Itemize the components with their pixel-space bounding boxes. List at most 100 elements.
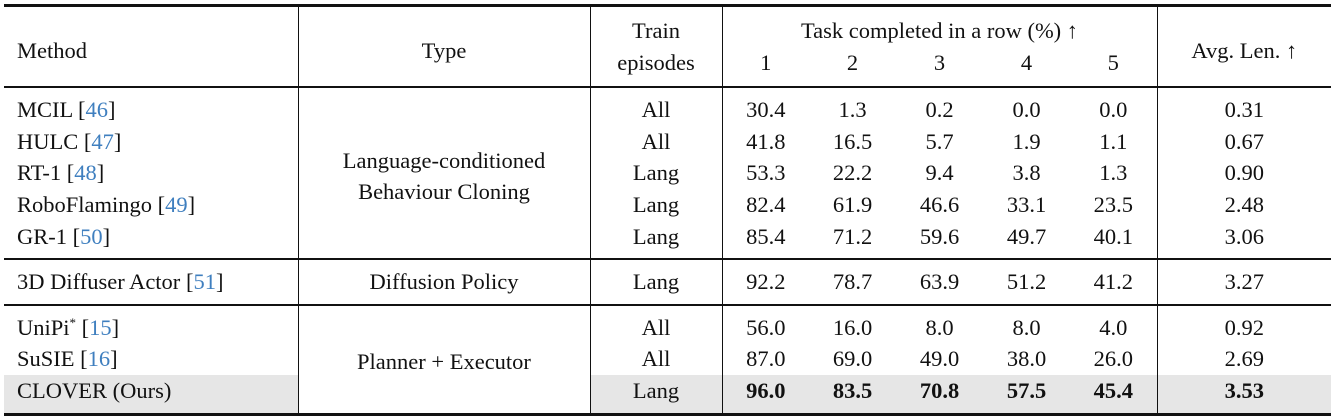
method-name: UniPi	[17, 314, 70, 340]
type-cell: Language-conditioned Behaviour Cloning	[298, 87, 591, 260]
task-4-cell: 8.0	[1012, 314, 1041, 340]
header-method: Method	[4, 5, 299, 88]
task-2-cell: 83.5	[809, 374, 896, 415]
task-3-cell: 0.2	[925, 97, 954, 123]
type-line1: Diffusion Policy	[369, 269, 519, 295]
task-2-cell: 1.3	[838, 97, 867, 123]
task-2-cell: 61.9	[832, 191, 873, 217]
table-row: CLOVER (Ours) Lang 96.0 83.5 70.8 57.5 45.4 3.5…	[4, 374, 1332, 415]
task-5-cell: 40.1	[1070, 220, 1158, 260]
table-row: SuSIE [16] All 87.0 69.0 49.0 38.0 26.0 2.69	[4, 343, 1331, 375]
method-name: RoboFlamingo	[17, 191, 153, 217]
method-name: 3D Diffuser Actor	[17, 269, 181, 295]
table-row: HULC [47] All 41.8 16.5 5.7 1.9 1.1 0.67	[4, 125, 1331, 158]
method-name: RT-1	[17, 160, 62, 186]
train-episodes-cell: All	[590, 125, 723, 158]
avg-len-cell: 2.48	[1224, 191, 1264, 217]
method-cell: GR-1 [50]	[4, 220, 299, 260]
results-table: Method Type Train Task completed in a ro…	[4, 4, 1332, 416]
avg-len-cell: 3.27	[1224, 269, 1264, 295]
method-cell: HULC [47]	[4, 125, 299, 158]
train-episodes-cell: Lang	[590, 157, 723, 189]
avg-len-cell: 2.69	[1224, 346, 1264, 372]
task-4-cell: 51.2	[1006, 269, 1047, 295]
task-1-cell: 82.4	[746, 191, 786, 217]
method-cell: RT-1 [48]	[4, 157, 299, 189]
task-2-cell: 16.0	[832, 314, 873, 340]
citation-link[interactable]: 16	[87, 346, 111, 372]
citation-link[interactable]: 51	[193, 269, 216, 295]
type-cell: Diffusion Policy	[298, 259, 591, 305]
task-3-cell: 5.7	[925, 128, 954, 154]
method-name: SuSIE	[17, 346, 75, 372]
citation-link[interactable]: 47	[91, 128, 114, 154]
table-row: GR-1 [50] Lang 85.4 71.2 59.6 49.7 40.1 3.06	[4, 220, 1331, 260]
task-1-cell: 30.4	[746, 97, 786, 123]
table-row: 3D Diffuser Actor [51] Diffusion Policy La…	[4, 259, 1332, 305]
method-cell: RoboFlamingo [49]	[4, 188, 299, 221]
table-row: MCIL [46] Language-conditioned Behaviour C…	[4, 87, 1332, 260]
header-task-5: 5	[1070, 46, 1158, 88]
train-episodes-cell: All	[590, 343, 723, 375]
type-line2: Behaviour Cloning	[358, 179, 530, 205]
task-5-cell: 0.0	[1070, 87, 1158, 126]
task-4-cell: 38.0	[1006, 346, 1047, 372]
task-4-cell: 1.9	[1012, 128, 1041, 154]
avg-len-cell: 0.92	[1224, 314, 1264, 340]
task-5-cell: 1.3	[1070, 157, 1158, 189]
avg-len-cell: 0.31	[1224, 97, 1264, 123]
task-3-cell: 8.0	[925, 314, 954, 340]
header-task-4: 4	[1020, 49, 1033, 75]
method-name: HULC	[17, 128, 79, 154]
task-3-cell: 70.8	[896, 374, 983, 415]
task-5-cell: 4.0	[1070, 304, 1158, 344]
task-1-cell: 56.0	[746, 314, 786, 340]
task-3-cell: 59.6	[919, 223, 960, 249]
header-task-3: 3	[933, 49, 946, 75]
table-row: RoboFlamingo [49] Lang 82.4 61.9 46.6 33.1 23.…	[4, 188, 1331, 221]
method-cell: MCIL [46]	[4, 87, 299, 126]
task-4-cell: 33.1	[1006, 191, 1047, 217]
table-body: MCIL [46] Language-conditioned Behaviour C…	[4, 87, 1332, 415]
task-1-cell: 53.3	[746, 160, 786, 186]
citation-link[interactable]: 46	[85, 97, 109, 123]
table-header: Method Type Train Task completed in a ro…	[4, 5, 1332, 88]
task-4-cell: 3.8	[1012, 160, 1041, 186]
task-2-cell: 16.5	[832, 128, 873, 154]
header-train-line1: Train	[590, 5, 723, 47]
task-5-cell: 1.1	[1070, 125, 1158, 158]
task-3-cell: 63.9	[919, 269, 960, 295]
task-5-cell: 41.2	[1070, 259, 1158, 305]
method-cell: SuSIE [16]	[4, 343, 299, 375]
task-1-cell: 87.0	[746, 346, 786, 372]
task-2-cell: 71.2	[832, 223, 873, 249]
method-name: GR-1	[17, 223, 67, 249]
train-episodes-cell: Lang	[590, 259, 723, 305]
table-row: UniPi* [15] Planner + Executor All 56.0 16.0…	[4, 304, 1332, 415]
task-4-cell: 0.0	[1012, 97, 1041, 123]
header-task-1: 1	[760, 49, 772, 75]
citation-link[interactable]: 48	[74, 160, 97, 186]
citation-link[interactable]: 49	[165, 191, 188, 217]
train-episodes-cell: All	[590, 87, 723, 126]
method-cell: UniPi* [15]	[4, 304, 299, 344]
header-type: Type	[298, 5, 591, 88]
type-line1: Language-conditioned	[342, 147, 546, 173]
task-4-cell: 57.5	[983, 374, 1070, 415]
type-cell: Planner + Executor	[298, 304, 591, 415]
task-5-cell: 45.4	[1070, 374, 1158, 415]
method-superscript: *	[69, 314, 77, 330]
avg-len-cell: 3.06	[1224, 223, 1264, 249]
train-episodes-cell: All	[590, 304, 723, 344]
citation-link[interactable]: 50	[80, 223, 103, 249]
task-4-cell: 49.7	[1006, 223, 1047, 249]
header-task-2: 2	[846, 49, 859, 75]
method-name: MCIL	[17, 97, 73, 123]
task-5-cell: 23.5	[1070, 188, 1158, 221]
task-1-cell: 96.0	[722, 374, 809, 415]
train-episodes-cell: Lang	[590, 188, 723, 221]
header-train-line2: episodes	[590, 46, 723, 88]
method-name: CLOVER (Ours)	[17, 377, 172, 403]
citation-link[interactable]: 15	[89, 314, 112, 340]
task-2-cell: 78.7	[832, 269, 873, 295]
